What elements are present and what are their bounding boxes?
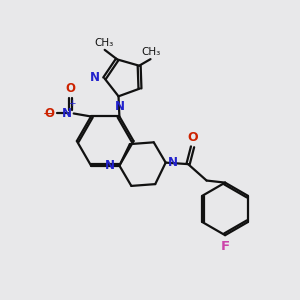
Text: O: O	[45, 107, 55, 120]
Text: N: N	[90, 71, 100, 84]
Text: CH₃: CH₃	[142, 47, 161, 57]
Text: F: F	[220, 240, 230, 253]
Text: CH₃: CH₃	[94, 38, 113, 48]
Text: O: O	[188, 131, 198, 144]
Text: O: O	[65, 82, 75, 95]
Text: N: N	[105, 159, 115, 172]
Text: +: +	[68, 99, 76, 108]
Text: N: N	[62, 107, 72, 120]
Text: N: N	[167, 156, 178, 169]
Text: N: N	[115, 100, 125, 113]
Text: −: −	[43, 108, 54, 121]
